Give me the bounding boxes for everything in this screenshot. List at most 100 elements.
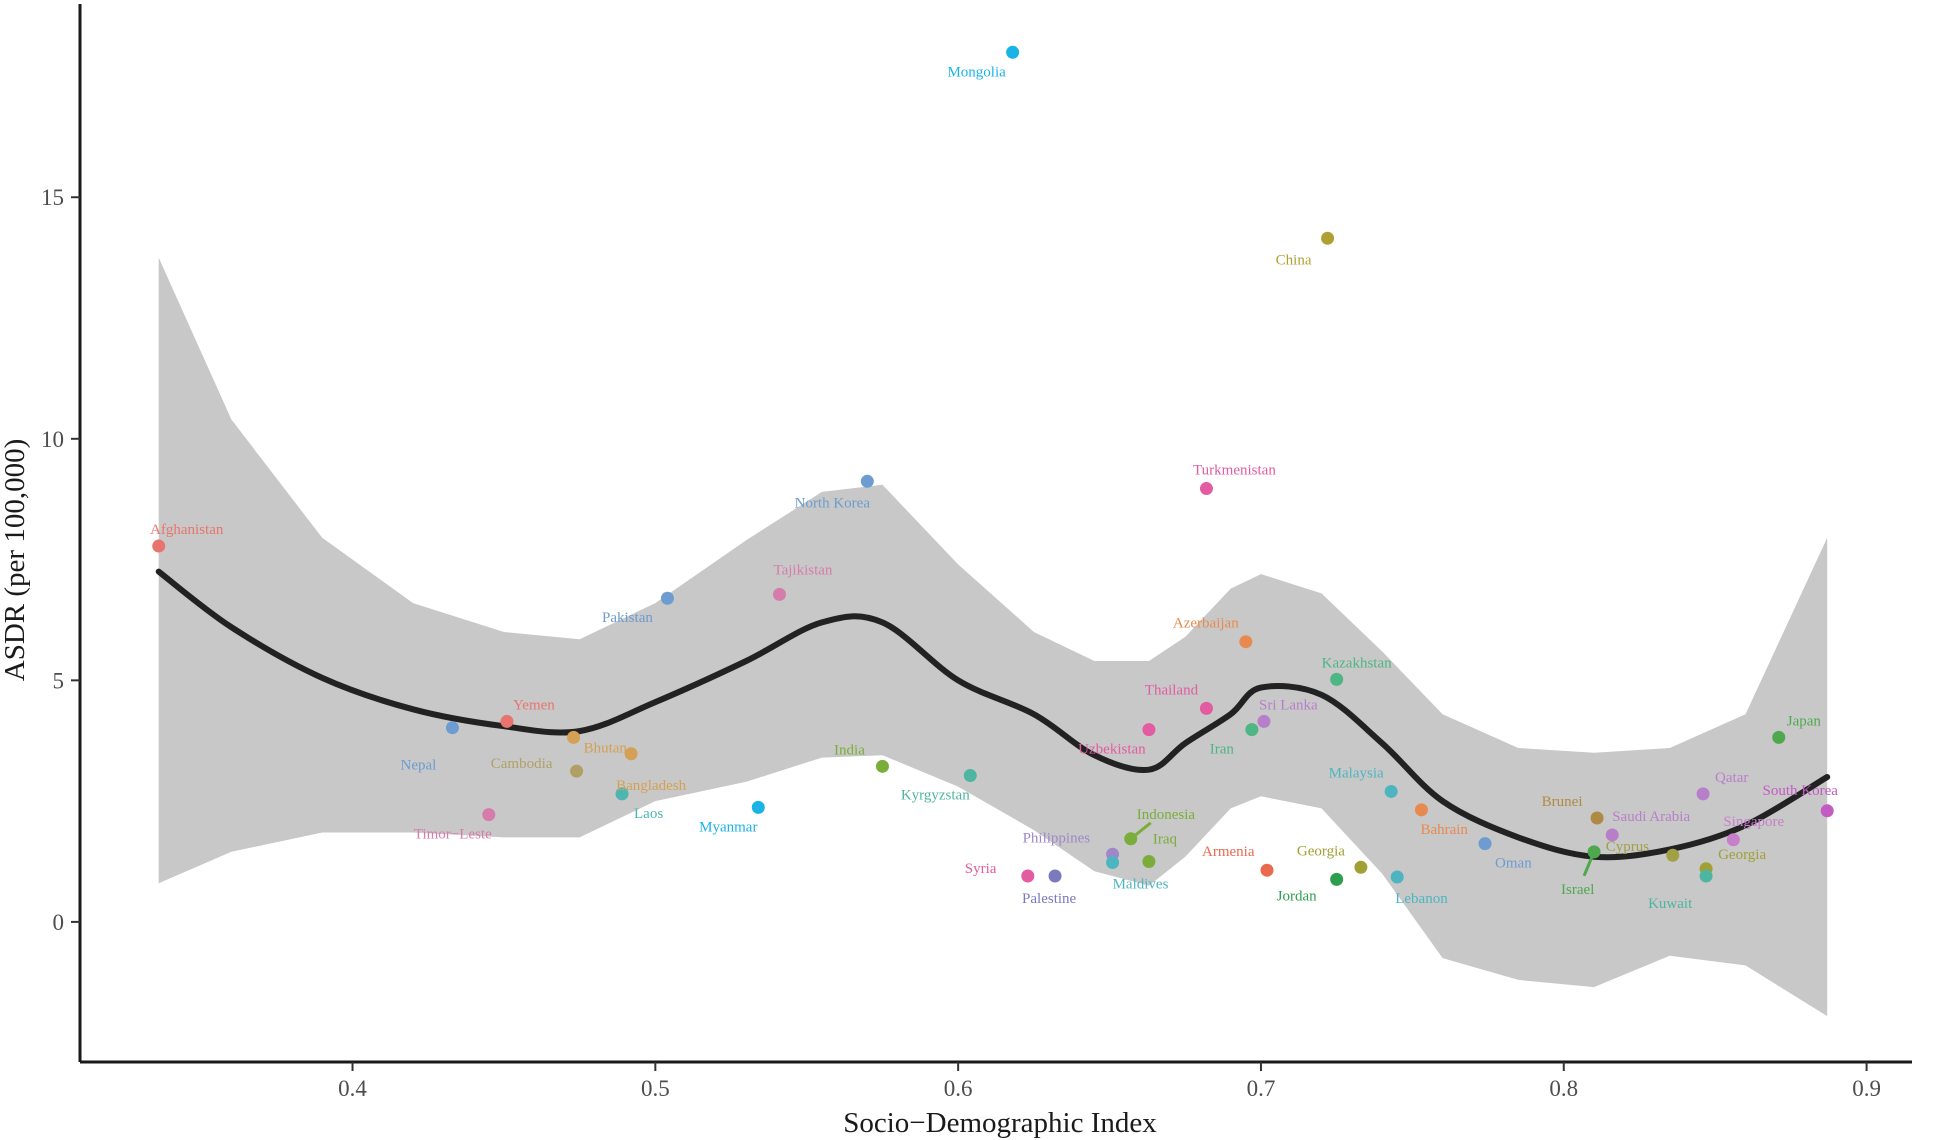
point-label: Brunei — [1542, 794, 1583, 810]
y-tick-label: 10 — [41, 427, 64, 452]
data-point — [1106, 855, 1120, 869]
smooth-fit-line — [155, 568, 1831, 861]
points-layer — [152, 45, 1834, 886]
data-point — [152, 539, 166, 553]
point-label: China — [1276, 252, 1312, 268]
data-point — [1257, 714, 1271, 728]
data-point — [1590, 811, 1604, 825]
data-point — [1699, 869, 1713, 883]
data-point — [1260, 863, 1274, 877]
data-point — [875, 759, 889, 773]
point-label: Israel — [1561, 882, 1594, 898]
data-point — [1199, 701, 1213, 715]
y-tick-label: 5 — [53, 668, 65, 693]
point-label: Georgia — [1297, 843, 1345, 859]
x-tick-label: 0.7 — [1247, 1076, 1276, 1101]
point-label: Philippines — [1023, 830, 1091, 846]
point-label: Uzbekistan — [1078, 742, 1146, 758]
data-point — [1239, 635, 1253, 649]
point-label: Mongolia — [947, 64, 1006, 80]
x-tick-label: 0.4 — [338, 1076, 367, 1101]
axes: 0.4 0.5 0.6 0.7 0.8 0.9 0 5 10 15 — [41, 4, 1912, 1101]
data-point — [500, 714, 514, 728]
y-tick-label: 15 — [41, 185, 64, 210]
point-label: Timor−Leste — [414, 827, 492, 843]
data-point — [1820, 804, 1834, 818]
y-tick-label: 0 — [53, 910, 65, 935]
data-point — [482, 808, 496, 822]
smooth-line-layer — [155, 568, 1831, 861]
point-label: Sri Lanka — [1259, 697, 1318, 713]
point-label: Kyrgyzstan — [901, 788, 970, 804]
data-point — [1245, 723, 1259, 737]
data-point — [1199, 482, 1213, 496]
point-labels-layer: Afghanistan Mongolia China North Korea Turkm… — [150, 64, 1838, 912]
point-label: Laos — [634, 806, 663, 822]
data-point — [1726, 833, 1740, 847]
data-point — [1772, 730, 1786, 744]
point-label: Azerbaijan — [1173, 616, 1239, 632]
data-point — [963, 769, 977, 783]
point-label: Thailand — [1145, 682, 1199, 698]
point-label: South Korea — [1763, 783, 1839, 799]
point-label: Lebanon — [1395, 891, 1448, 907]
confidence-band — [158, 257, 1828, 1017]
point-label: Nepal — [401, 758, 437, 774]
point-label: Malaysia — [1329, 765, 1384, 781]
point-label: Singapore — [1723, 814, 1784, 830]
point-label: India — [834, 742, 865, 758]
data-point — [1321, 231, 1335, 245]
data-point — [1696, 787, 1710, 801]
point-label: Syria — [965, 861, 997, 877]
point-label: Turkmenistan — [1193, 463, 1276, 479]
x-axis-title: Socio−Demographic Index — [843, 1107, 1157, 1139]
point-label: Kazakhstan — [1322, 655, 1392, 671]
data-point — [570, 764, 584, 778]
data-point — [1390, 870, 1404, 884]
data-point — [860, 474, 874, 488]
data-point — [1021, 869, 1035, 883]
confidence-band-layer — [158, 257, 1828, 1017]
label-leader-line — [1129, 821, 1152, 840]
point-label: Bangladesh — [616, 778, 686, 794]
data-point — [1330, 672, 1344, 686]
point-label: Palestine — [1022, 891, 1076, 907]
data-point — [624, 747, 638, 761]
data-point — [1142, 723, 1156, 737]
point-label: Bahrain — [1420, 822, 1468, 838]
point-label: Japan — [1787, 713, 1822, 729]
point-label: Cambodia — [491, 756, 553, 772]
data-point — [445, 721, 459, 735]
data-point — [1330, 872, 1344, 886]
point-label: Kuwait — [1648, 896, 1693, 912]
data-point — [1605, 828, 1619, 842]
data-point — [567, 730, 581, 744]
point-label: Saudi Arabia — [1612, 809, 1690, 825]
label-leader-line — [1582, 851, 1596, 877]
point-label: Jordan — [1277, 888, 1317, 904]
x-tick-label: 0.8 — [1549, 1076, 1578, 1101]
x-tick-label: 0.6 — [944, 1076, 973, 1101]
data-point — [1354, 860, 1368, 874]
data-point — [772, 587, 786, 601]
data-point — [660, 591, 674, 605]
data-point — [1006, 45, 1020, 59]
data-point — [751, 800, 765, 814]
point-label: North Korea — [795, 495, 871, 511]
data-point — [1414, 803, 1428, 817]
point-label: Afghanistan — [150, 522, 224, 538]
x-tick-label: 0.9 — [1852, 1076, 1881, 1101]
point-label: Indonesia — [1137, 807, 1196, 823]
data-point — [1142, 855, 1156, 869]
data-point — [1478, 837, 1492, 851]
point-label: Iran — [1210, 742, 1235, 758]
point-label: Iraq — [1153, 832, 1178, 848]
data-point — [1384, 784, 1398, 798]
data-point — [1666, 848, 1680, 862]
y-axis-title: ASDR (per 100,000) — [0, 439, 31, 681]
data-point — [1048, 869, 1062, 883]
data-point — [615, 787, 629, 801]
point-label: Armenia — [1202, 844, 1255, 860]
